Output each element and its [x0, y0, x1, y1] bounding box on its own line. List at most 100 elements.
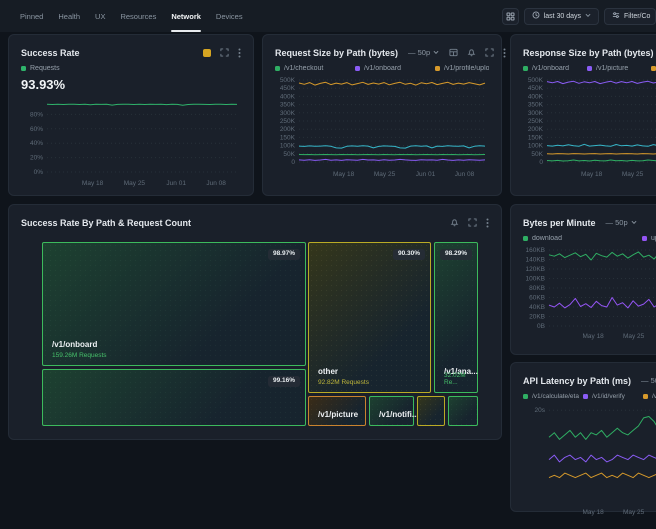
request-size-chart: 500K450K400K350K300K250K200K150K100K50K0…	[275, 76, 489, 189]
panel-title: Bytes per Minute	[523, 218, 596, 228]
tab-pinned[interactable]: Pinned	[20, 0, 43, 32]
panel-title: Response Size by Path (bytes)	[523, 48, 654, 58]
percentile-dropdown[interactable]: — 50p	[641, 376, 656, 385]
legend-label: Requests	[30, 65, 60, 72]
legend-label: /v1/calculate/eta	[532, 393, 579, 400]
legend-item[interactable]: /v1/calculate/eta	[523, 393, 583, 400]
nav-tabs: Pinned Health UX Resources Network Devices	[20, 0, 243, 32]
treemap-cell[interactable]: 98.97% /v1/onboard 159.26M Requests	[42, 242, 306, 366]
svg-text:450K: 450K	[280, 85, 296, 92]
chart-legend: download upload	[523, 235, 656, 242]
legend-item[interactable]: /v1/checkout	[275, 65, 355, 72]
svg-text:300K: 300K	[280, 110, 296, 117]
svg-text:100K: 100K	[280, 143, 296, 150]
legend-swatch	[651, 66, 656, 71]
svg-text:80KB: 80KB	[529, 285, 545, 292]
treemap-cell[interactable]: /v1/picture	[308, 396, 366, 426]
svg-text:0: 0	[539, 159, 543, 166]
filter-label: Filter/Co	[624, 13, 650, 20]
treemap-cell-requests: 92.82M Requests	[318, 379, 369, 386]
table-view-button[interactable]	[449, 48, 458, 57]
percentile-dropdown[interactable]: — 50p	[606, 218, 637, 227]
tab-network[interactable]: Network	[171, 0, 201, 32]
legend-item[interactable]: /v1/onboard	[355, 65, 435, 72]
percentile-dropdown[interactable]: — 50p	[408, 48, 439, 57]
bell-icon[interactable]	[467, 48, 476, 57]
legend-item[interactable]: /v1/onboard	[523, 65, 587, 72]
panel-request-size: Request Size by Path (bytes) — 50p /v1/c…	[262, 34, 502, 196]
svg-text:0: 0	[291, 159, 295, 166]
svg-text:250K: 250K	[528, 118, 544, 125]
success-rate-badge: 98.97%	[268, 249, 300, 260]
legend-label: /v1/onboard	[652, 393, 656, 400]
treemap-cell-requests: 32.02M Re...	[444, 372, 477, 386]
treemap-cell[interactable]: 99.16%	[42, 369, 306, 426]
treemap-cell[interactable]: 98.29%/v1/ana...32.02M Re...	[434, 242, 478, 393]
filter-icon	[612, 11, 620, 21]
apps-grid-button[interactable]	[502, 8, 519, 25]
tab-devices[interactable]: Devices	[216, 0, 243, 32]
svg-text:140KB: 140KB	[525, 257, 545, 264]
bell-icon[interactable]	[450, 218, 459, 227]
tab-resources[interactable]: Resources	[120, 0, 156, 32]
panel-menu-button[interactable]	[503, 48, 506, 58]
legend-item[interactable]: /v1/profile/upload	[651, 65, 656, 72]
alert-status-icon	[203, 49, 211, 57]
svg-text:20s: 20s	[535, 407, 546, 414]
expand-panel-button[interactable]	[220, 48, 229, 57]
tab-health[interactable]: Health	[58, 0, 80, 32]
tab-ux[interactable]: UX	[95, 0, 105, 32]
legend-label: /v1/profile/upload	[444, 65, 489, 72]
panel-menu-button[interactable]	[486, 218, 489, 228]
svg-text:Jun 01: Jun 01	[416, 171, 436, 178]
legend-item[interactable]: /v1/id/verify	[583, 393, 643, 400]
treemap-cell[interactable]	[448, 396, 478, 426]
legend-label: upload	[651, 235, 656, 242]
topbar-controls: last 30 days Filter/Co	[502, 0, 656, 32]
legend-swatch	[275, 66, 280, 71]
panel-title: API Latency by Path (ms)	[523, 376, 631, 386]
legend-item[interactable]: Requests	[21, 65, 60, 72]
expand-panel-button[interactable]	[468, 218, 477, 227]
treemap-cell-label: /v1/onboard	[52, 340, 97, 349]
svg-text:160KB: 160KB	[525, 247, 545, 254]
treemap-cell[interactable]	[417, 396, 445, 426]
treemap-cell[interactable]: 90.30%other92.82M Requests	[308, 242, 431, 393]
svg-text:60KB: 60KB	[529, 295, 545, 302]
treemap-cell[interactable]: /v1/notifi...	[369, 396, 414, 426]
chart-legend: /v1/checkout/v1/onboard/v1/profile/uploa…	[275, 65, 489, 72]
legend-item[interactable]: /v1/onboard	[643, 393, 656, 400]
treemap-cell-requests: 159.26M Requests	[52, 352, 107, 359]
legend-label: /v1/picture	[596, 65, 628, 72]
time-range-selector[interactable]: last 30 days	[524, 8, 599, 25]
treemap-cell-label: /v1/picture	[318, 410, 358, 419]
legend-item[interactable]: /v1/profile/upload	[435, 65, 489, 72]
legend-item[interactable]: /v1/picture	[587, 65, 651, 72]
legend-label: /v1/id/verify	[592, 393, 625, 400]
legend-label: download	[532, 235, 562, 242]
svg-text:200K: 200K	[280, 126, 296, 133]
svg-text:May 25: May 25	[623, 509, 645, 516]
svg-text:60%: 60%	[30, 126, 43, 133]
filter-button[interactable]: Filter/Co	[604, 8, 656, 25]
panel-title: Success Rate	[21, 48, 80, 58]
legend-label: /v1/onboard	[364, 65, 401, 72]
svg-text:May 18: May 18	[581, 171, 603, 178]
legend-swatch	[643, 394, 648, 399]
legend-item[interactable]: download	[523, 235, 642, 242]
success-rate-chart: 80%60%40%20%0%May 18May 25Jun 01Jun 08	[21, 96, 241, 195]
panel-menu-button[interactable]	[238, 48, 241, 58]
chart-legend: Requests	[21, 65, 241, 72]
svg-text:Jun 08: Jun 08	[455, 171, 475, 178]
legend-swatch	[583, 394, 588, 399]
expand-panel-button[interactable]	[485, 48, 494, 57]
svg-text:350K: 350K	[280, 102, 296, 109]
svg-text:150K: 150K	[280, 134, 296, 141]
legend-swatch	[435, 66, 440, 71]
svg-text:0B: 0B	[537, 323, 545, 330]
legend-item[interactable]: upload	[642, 235, 656, 242]
success-by-path-treemap: 98.97%/v1/onboard159.26M Requests99.16%9…	[42, 242, 478, 426]
svg-text:May 25: May 25	[622, 171, 644, 178]
svg-text:Jun 08: Jun 08	[206, 180, 226, 187]
svg-text:May 18: May 18	[82, 180, 104, 187]
